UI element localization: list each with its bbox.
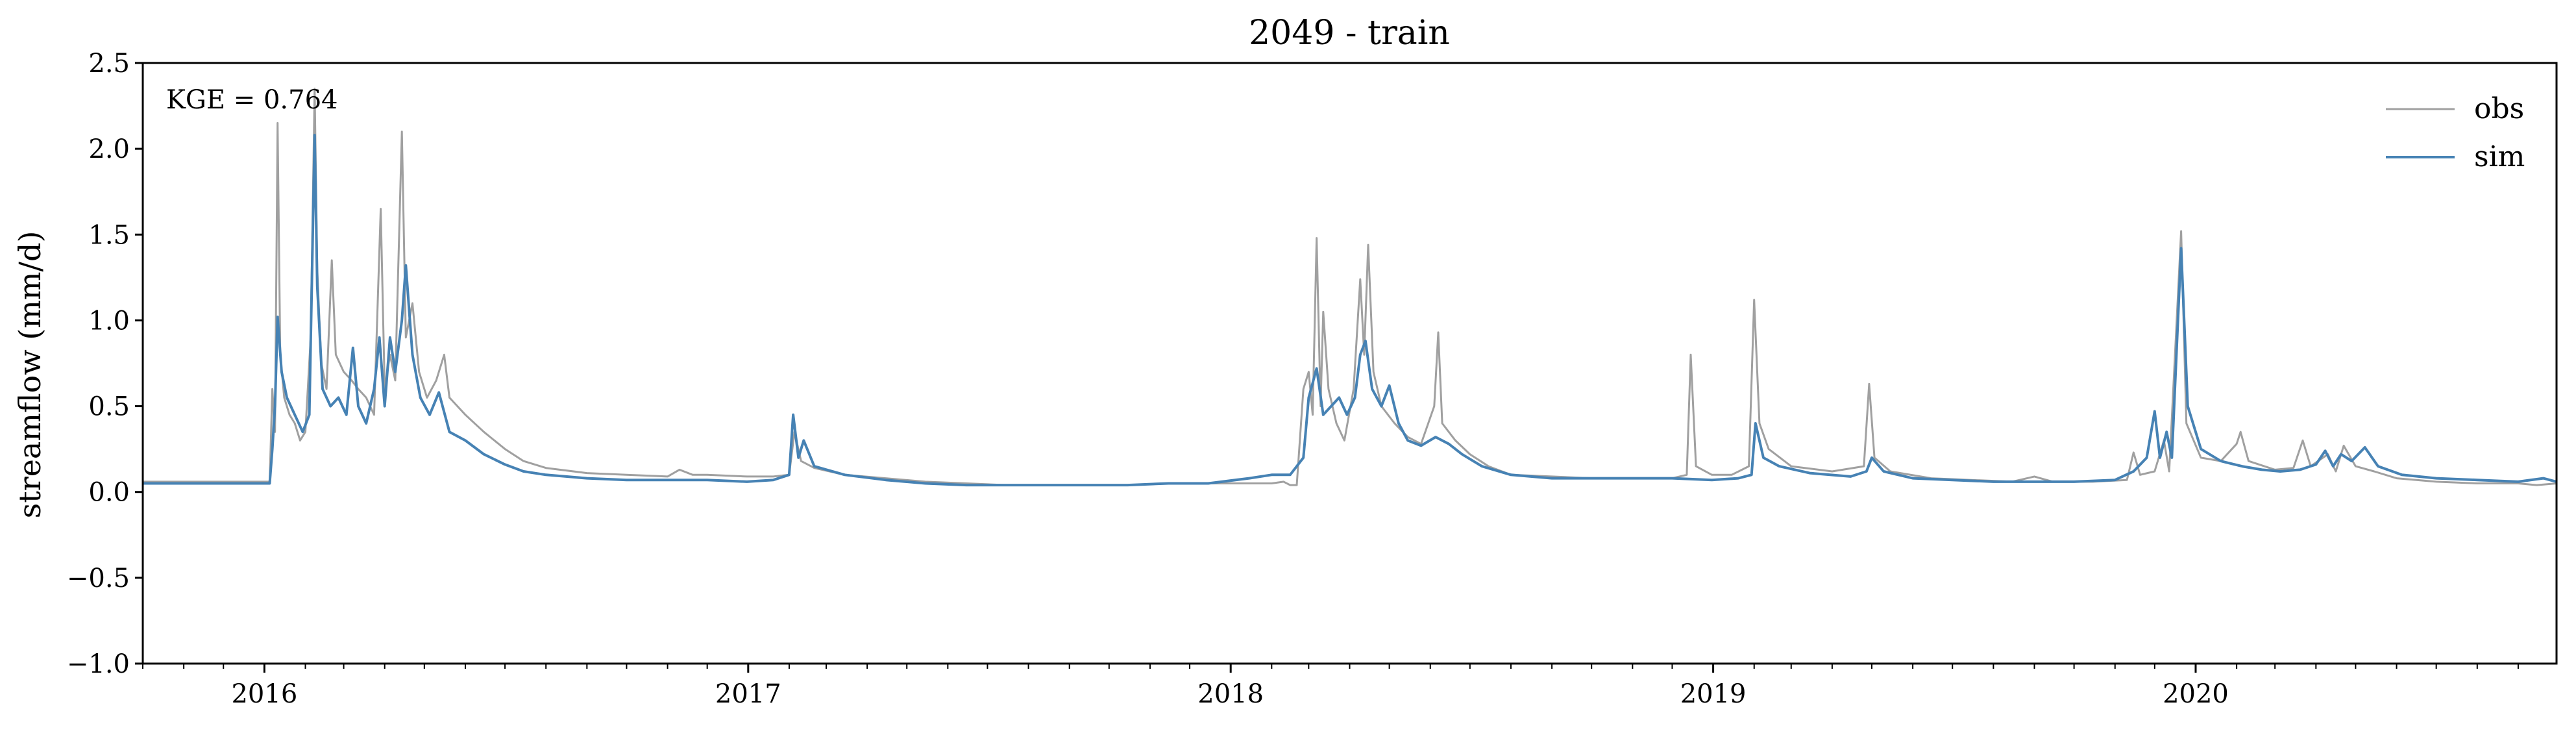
x-tick-label: 2016 (231, 679, 297, 709)
x-axis: 2016 2017 2018 2019 2020 (142, 664, 2519, 709)
y-tick-label: 1.5 (88, 220, 130, 250)
series-line-obs (143, 88, 2557, 486)
y-axis: −1.0 −0.5 0.0 0.5 1.0 1.5 2.0 2.5 (67, 49, 143, 679)
x-tick-label: 2018 (1197, 679, 1264, 709)
legend-label-obs: obs (2474, 92, 2524, 125)
y-tick-label: 2.5 (88, 49, 130, 79)
y-tick-label: 0.0 (88, 478, 130, 508)
legend-label-sim: sim (2474, 140, 2525, 173)
y-tick-label: 0.5 (88, 392, 130, 422)
kge-annotation: KGE = 0.764 (166, 85, 338, 115)
y-tick-label: −1.0 (67, 649, 130, 679)
legend: obs sim (2386, 92, 2525, 173)
plot-area (143, 88, 2557, 487)
y-tick-label: −0.5 (67, 564, 130, 593)
x-tick-label: 2020 (2163, 679, 2229, 709)
x-tick-label: 2019 (1680, 679, 1747, 709)
chart-title: 2049 - train (1249, 14, 1450, 53)
series-line-sim (143, 134, 2557, 487)
y-tick-label: 1.0 (88, 306, 130, 336)
y-axis-label: streamflow (mm/d) (12, 231, 47, 519)
plot-frame (141, 62, 2558, 665)
x-tick-label: 2017 (715, 679, 781, 709)
y-tick-label: 2.0 (88, 134, 130, 164)
